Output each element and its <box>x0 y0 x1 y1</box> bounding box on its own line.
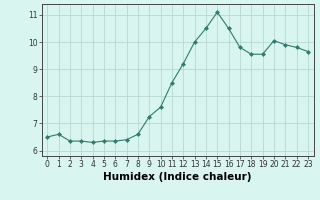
X-axis label: Humidex (Indice chaleur): Humidex (Indice chaleur) <box>103 172 252 182</box>
